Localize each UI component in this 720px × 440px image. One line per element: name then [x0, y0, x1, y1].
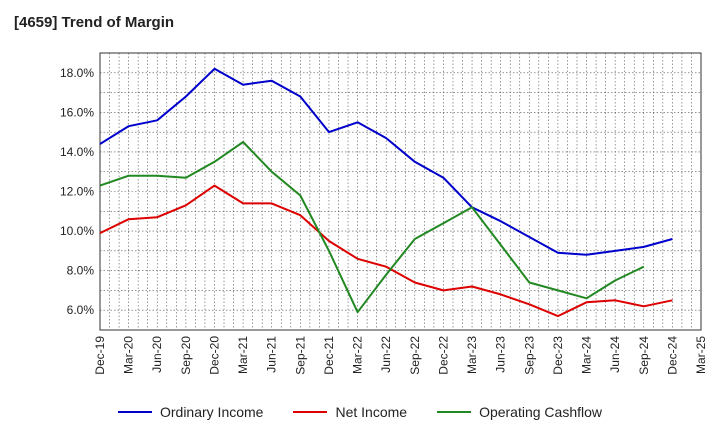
series-line-operating-cashflow: [99, 141, 645, 314]
x-tick-label: Sep-21: [293, 336, 307, 375]
x-tick-label: Mar-22: [351, 336, 365, 374]
y-tick-label: 6.0%: [67, 303, 95, 317]
legend-label-ordinary-income: Ordinary Income: [159, 404, 264, 420]
x-tick-label: Dec-21: [322, 336, 336, 375]
plot-area: [100, 53, 701, 330]
x-tick-label: Mar-23: [465, 336, 479, 374]
legend-swatch-net-income: [293, 411, 328, 413]
y-tick-label: 12.0%: [60, 185, 94, 199]
y-tick-label: 18.0%: [60, 66, 94, 80]
series-line-net-income: [99, 184, 673, 318]
series-line-ordinary-income: [99, 67, 673, 256]
plot-frame: [99, 52, 702, 331]
x-tick-label: Sep-23: [522, 336, 536, 375]
y-tick-label: 8.0%: [67, 264, 95, 278]
legend-item-operating-cashflow: Operating Cashflow: [437, 404, 602, 420]
y-tick-label: 16.0%: [60, 105, 94, 119]
x-tick-label: Mar-24: [580, 336, 594, 374]
x-tick-label: Jun-20: [150, 336, 164, 373]
x-tick-label: Sep-24: [637, 336, 651, 375]
x-tick-label: Dec-20: [207, 336, 221, 375]
x-tick-label: Jun-24: [608, 336, 622, 373]
x-tick-label: Dec-19: [93, 336, 107, 375]
x-tick-label: Dec-22: [436, 336, 450, 375]
y-tick-label: 10.0%: [60, 224, 94, 238]
legend-swatch-operating-cashflow: [437, 411, 472, 413]
x-tick-label: Dec-24: [665, 336, 679, 375]
x-tick-label: Jun-22: [379, 336, 393, 373]
legend-item-ordinary-income: Ordinary Income: [117, 404, 264, 420]
x-tick-label: Jun-23: [494, 336, 508, 373]
x-tick-label: Dec-23: [551, 336, 565, 375]
x-tick-label: Jun-21: [265, 336, 279, 373]
x-tick-label: Sep-20: [179, 336, 193, 375]
y-tick-label: 14.0%: [60, 145, 94, 159]
legend-swatch-ordinary-income: [117, 411, 152, 413]
x-tick-label: Sep-22: [408, 336, 422, 375]
chart-title: [4659] Trend of Margin: [14, 14, 175, 31]
legend-item-net-income: Net Income: [293, 404, 407, 420]
x-tick-label: Mar-25: [694, 336, 708, 374]
legend-label-operating-cashflow: Operating Cashflow: [479, 404, 603, 420]
x-tick-label: Mar-20: [122, 336, 136, 374]
legend: Ordinary Income Net Income Operating Cas…: [0, 404, 720, 420]
legend-label-net-income: Net Income: [335, 404, 408, 420]
x-tick-label: Mar-21: [236, 336, 250, 374]
